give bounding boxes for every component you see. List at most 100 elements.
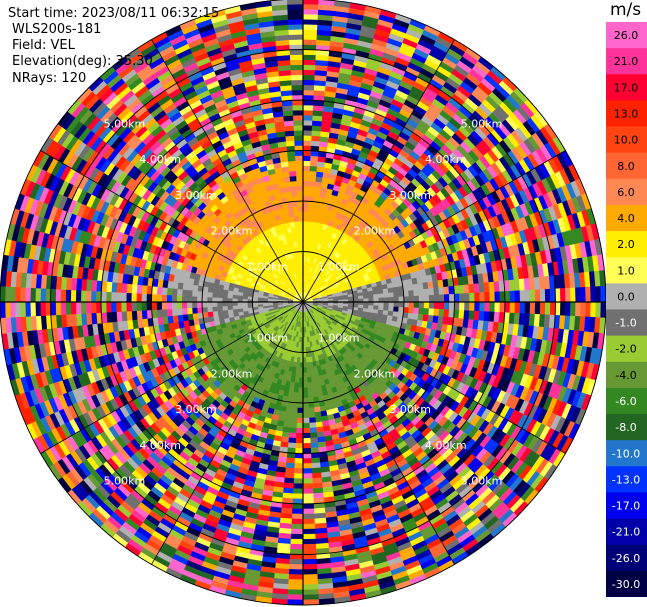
range-gate — [458, 284, 465, 295]
range-gate — [311, 386, 318, 393]
range-gate — [295, 427, 304, 434]
range-gate — [305, 362, 311, 368]
range-gate — [302, 523, 316, 530]
range-gate — [387, 287, 394, 294]
range-gate — [463, 310, 470, 320]
range-gate — [398, 296, 405, 303]
range-gate — [302, 54, 317, 61]
range-gate — [378, 293, 384, 299]
range-gate — [565, 287, 571, 303]
range-gate — [302, 417, 310, 424]
range-gate — [311, 381, 317, 388]
range-gate — [302, 59, 316, 66]
range-gate — [302, 24, 318, 30]
range-gate — [478, 311, 485, 322]
range-gate — [484, 301, 491, 312]
range-gate — [291, 402, 298, 409]
range-gate — [459, 293, 465, 303]
range-gate — [383, 301, 390, 307]
range-gate — [519, 290, 526, 303]
range-gate — [484, 292, 491, 303]
range-gate — [307, 211, 313, 217]
range-gate — [297, 402, 304, 409]
range-gate — [524, 289, 531, 303]
range-gate — [309, 432, 318, 439]
range-gate — [302, 160, 311, 167]
range-gate — [282, 487, 294, 494]
range-gate — [290, 412, 298, 419]
range-gate — [293, 387, 299, 393]
range-gate — [393, 306, 400, 313]
range-gate — [292, 488, 304, 495]
range-gate — [294, 377, 300, 383]
range-gate — [302, 528, 316, 535]
range-gate — [292, 392, 299, 399]
range-gate — [310, 140, 321, 147]
range-gate — [283, 482, 294, 489]
range-gate — [392, 286, 399, 293]
range-gate — [290, 523, 304, 530]
range-gate — [368, 294, 374, 299]
range-gate — [289, 427, 297, 434]
range-gate — [296, 407, 304, 414]
range-gate — [388, 301, 395, 307]
range-gate — [302, 39, 317, 46]
range-gate — [310, 155, 319, 162]
range-gate — [302, 165, 311, 172]
range-gate — [302, 99, 314, 106]
range-gate — [302, 453, 312, 459]
range-gate — [347, 296, 354, 300]
range-gate — [302, 518, 315, 525]
range-gate — [534, 289, 541, 303]
range-gate — [314, 186, 322, 193]
range-gate — [307, 382, 313, 388]
range-gate — [302, 220, 308, 227]
range-gate — [302, 503, 315, 510]
range-gate — [311, 130, 322, 137]
range-gate — [412, 313, 419, 321]
range-gate — [302, 377, 308, 384]
range-gate — [302, 463, 312, 469]
range-gate — [393, 296, 400, 303]
range-gate — [302, 533, 316, 540]
range-gate — [418, 307, 425, 315]
range-gate — [302, 498, 314, 505]
range-gate — [595, 286, 602, 303]
range-gate — [464, 301, 470, 311]
range-gate — [310, 376, 316, 383]
range-gate — [302, 190, 310, 197]
range-gate — [302, 215, 308, 222]
range-gate — [295, 437, 304, 444]
range-gate — [309, 437, 319, 444]
range-gate — [549, 301, 556, 316]
range-gate — [306, 367, 311, 373]
range-gate — [302, 34, 318, 40]
range-gate — [494, 301, 501, 313]
range-gate — [519, 301, 526, 314]
range-gate — [403, 296, 410, 303]
range-gate — [302, 574, 318, 580]
range-gate — [407, 284, 414, 292]
range-gate — [468, 310, 475, 321]
range-gate — [291, 508, 304, 515]
range-gate — [313, 191, 321, 198]
range-gate — [378, 301, 385, 307]
range-gate — [575, 287, 581, 303]
range-gate — [302, 584, 319, 591]
range-gate — [302, 402, 309, 409]
range-gate — [309, 160, 319, 167]
range-gate — [283, 477, 294, 484]
range-gate — [413, 307, 420, 315]
range-gate — [302, 579, 319, 586]
range-gate — [302, 443, 311, 449]
range-gate — [311, 125, 322, 132]
range-gate — [464, 293, 470, 303]
range-gate — [469, 301, 475, 312]
range-gate — [308, 180, 316, 187]
range-gate — [302, 427, 311, 434]
range-gate — [305, 346, 309, 353]
range-gate — [290, 528, 304, 535]
range-gate — [509, 290, 516, 303]
range-gate — [286, 599, 304, 606]
